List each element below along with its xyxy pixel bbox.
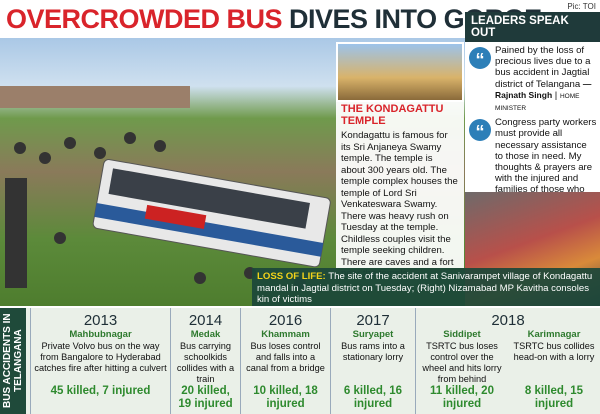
items: Khammam Bus loses control and falls into … xyxy=(241,329,330,410)
year: 2018 xyxy=(491,312,525,329)
building xyxy=(0,86,190,108)
description: TSRTC bus loses control over the wheel a… xyxy=(422,341,502,384)
caption: LOSS OF LIFE: The site of the accident a… xyxy=(252,268,600,306)
temple-photo xyxy=(336,42,464,102)
accident: Khammam Bus loses control and falls into … xyxy=(241,329,330,410)
items: Medak Bus carrying schoolkids collides wi… xyxy=(171,329,240,410)
headline-red: OVERCROWDED BUS xyxy=(6,4,283,34)
place: Medak xyxy=(190,329,221,340)
temple-box: THE KONDAGATTU TEMPLE Kondagattu is famo… xyxy=(336,100,464,279)
caption-text: The site of the accident at Sanivarampet… xyxy=(257,271,593,305)
place: Karimnagar xyxy=(527,329,581,340)
leaders-title: LEADERS SPEAK OUT xyxy=(465,12,600,42)
year-group: 2016 Khammam Bus loses control and falls i… xyxy=(240,308,330,414)
year: 2017 xyxy=(356,312,390,329)
toll: 11 killed, 20 injured xyxy=(430,385,494,410)
headline: OVERCROWDED BUS DIVES INTO GORGE xyxy=(6,4,542,35)
temple-title: THE KONDAGATTU TEMPLE xyxy=(341,103,444,127)
caption-lead: LOSS OF LIFE: xyxy=(257,271,326,282)
place: Khammam xyxy=(261,329,310,340)
year-group: 2017 Suryapet Bus rams into a stationary l… xyxy=(330,308,415,414)
items: Mahbubnagar Private Volvo bus on the way … xyxy=(31,329,170,398)
toll: 10 killed, 18 injured xyxy=(253,385,318,410)
crowd xyxy=(5,132,306,289)
toll: 20 killed, 19 injured xyxy=(178,385,233,410)
description: TSRTC bus collides head-on with a lorry xyxy=(513,341,595,362)
toll: 45 killed, 7 injured xyxy=(50,385,151,397)
accident: Karimnagar TSRTC bus collides head-on wit… xyxy=(508,329,600,410)
quote-icon: “ xyxy=(469,119,491,142)
year-group: 2013 Mahbubnagar Private Volvo bus on the … xyxy=(30,308,170,414)
accident: Mahbubnagar Private Volvo bus on the way … xyxy=(31,329,170,398)
accident: Medak Bus carrying schoolkids collides wi… xyxy=(171,329,240,410)
accident: Siddipet TSRTC bus loses control over the… xyxy=(416,329,508,410)
credit: Pic: TOI xyxy=(567,2,596,11)
place: Mahbubnagar xyxy=(69,329,132,340)
year: 2014 xyxy=(188,312,223,329)
description: Bus rams into a stationary lorry xyxy=(341,341,405,362)
accident: Suryapet Bus rams into a stationary lorry… xyxy=(331,329,415,410)
leaders-box: LEADERS SPEAK OUT “Pained by the loss of… xyxy=(465,12,600,217)
place: Siddipet xyxy=(443,329,481,340)
toll: 6 killed, 16 injured xyxy=(343,385,403,410)
bus xyxy=(92,159,331,268)
quote: “Pained by the loss of precious lives du… xyxy=(465,42,600,114)
quote-role: HOME MINISTER xyxy=(495,92,580,113)
timeline-label: BUS ACCIDENTS IN TELANGANA xyxy=(0,308,26,414)
description: Bus loses control and falls into a canal… xyxy=(246,341,325,373)
timeline: 2013 Mahbubnagar Private Volvo bus on the … xyxy=(0,308,600,414)
quote-icon: “ xyxy=(469,47,491,70)
quote-author: — Rajnath Singh xyxy=(495,78,592,100)
year-group: 2018 Siddipet TSRTC bus loses control over… xyxy=(415,308,600,414)
year: 2013 xyxy=(83,312,118,329)
year-group: 2014 Medak Bus carrying schoolkids collide… xyxy=(170,308,240,414)
place: Suryapet xyxy=(352,329,394,340)
description: Private Volvo bus on the way from Bangal… xyxy=(34,341,167,373)
photo-shapes xyxy=(0,86,331,289)
year: 2016 xyxy=(268,312,303,329)
toll: 8 killed, 15 injured xyxy=(524,385,584,410)
quote-text: Pained by the loss of precious lives due… xyxy=(495,45,591,90)
description: Bus carrying schoolkids collides with a … xyxy=(176,341,235,384)
items: Suryapet Bus rams into a stationary lorry… xyxy=(331,329,415,410)
temple-body: Kondagattu is famous for its Sri Anjaney… xyxy=(341,130,458,279)
items: Siddipet TSRTC bus loses control over the… xyxy=(416,329,600,410)
